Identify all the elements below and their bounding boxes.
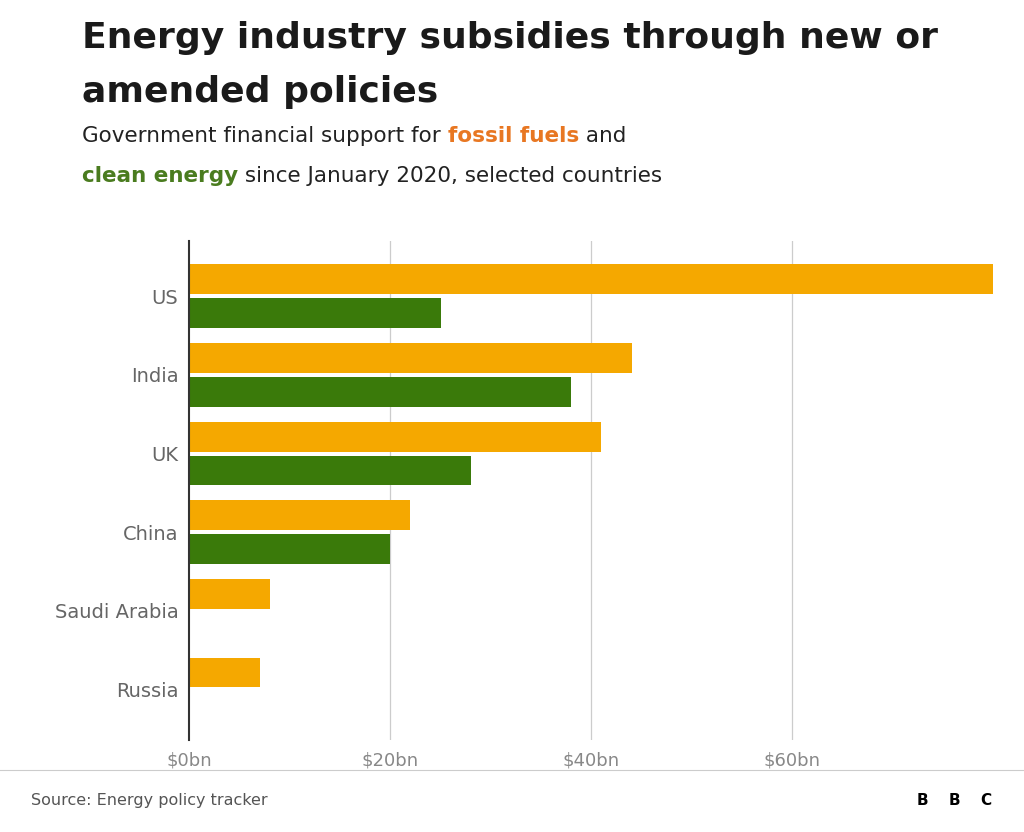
Bar	[189, 299, 440, 328]
Text: fossil fuels: fossil fuels	[447, 126, 579, 146]
Bar	[189, 579, 270, 609]
Text: amended policies: amended policies	[82, 75, 438, 109]
Bar	[189, 265, 1024, 295]
Text: B: B	[948, 793, 961, 809]
Bar	[189, 657, 260, 687]
Bar	[189, 377, 571, 407]
Text: Source: Energy policy tracker: Source: Energy policy tracker	[31, 793, 267, 808]
FancyBboxPatch shape	[941, 781, 968, 820]
Bar	[189, 534, 390, 564]
FancyBboxPatch shape	[973, 781, 999, 820]
Text: since January 2020, selected countries: since January 2020, selected countries	[238, 166, 663, 186]
FancyBboxPatch shape	[909, 781, 936, 820]
Bar	[189, 343, 632, 373]
Text: clean energy: clean energy	[82, 166, 238, 186]
Text: C: C	[981, 793, 991, 809]
Text: and: and	[579, 126, 626, 146]
Bar	[189, 422, 601, 452]
Bar	[189, 500, 411, 530]
Bar	[189, 455, 471, 485]
Text: Government financial support for: Government financial support for	[82, 126, 447, 146]
Text: Energy industry subsidies through new or: Energy industry subsidies through new or	[82, 21, 938, 55]
Text: B: B	[916, 793, 929, 809]
